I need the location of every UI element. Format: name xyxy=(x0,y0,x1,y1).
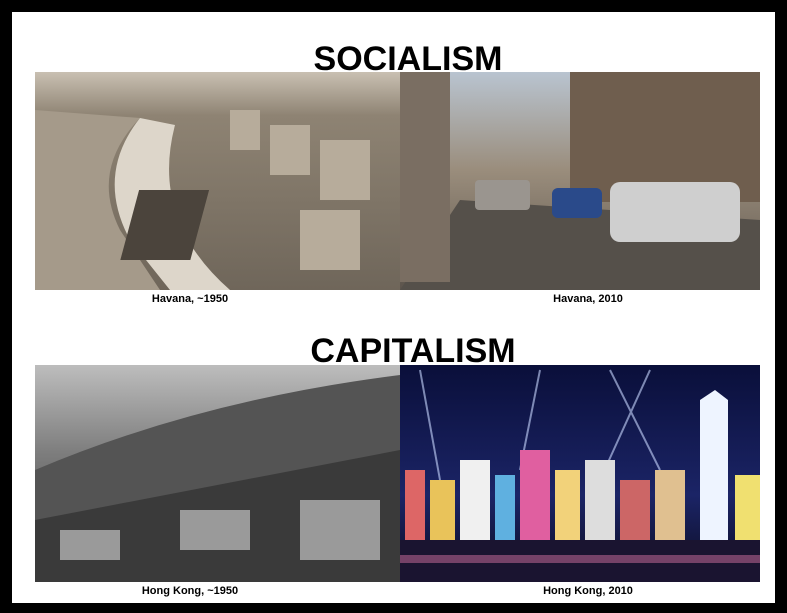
section-title: SOCIALISM xyxy=(314,40,503,78)
photo-havana-2010 xyxy=(400,72,760,290)
caption: Havana, 2010 xyxy=(553,293,623,305)
meme: SOCIALISM Havana, ~1950 Havana, 2010 CAP… xyxy=(0,0,787,613)
page: SOCIALISM Havana, ~1950 Havana, 2010 CAP… xyxy=(0,0,787,613)
photo-hong-kong-2010 xyxy=(400,365,760,582)
section-title: CAPITALISM xyxy=(310,332,515,370)
photo-havana-1950 xyxy=(35,72,400,290)
caption: Havana, ~1950 xyxy=(152,293,228,305)
caption: Hong Kong, 2010 xyxy=(543,585,633,597)
caption: Hong Kong, ~1950 xyxy=(142,585,238,597)
photo-hong-kong-1950 xyxy=(35,365,400,582)
